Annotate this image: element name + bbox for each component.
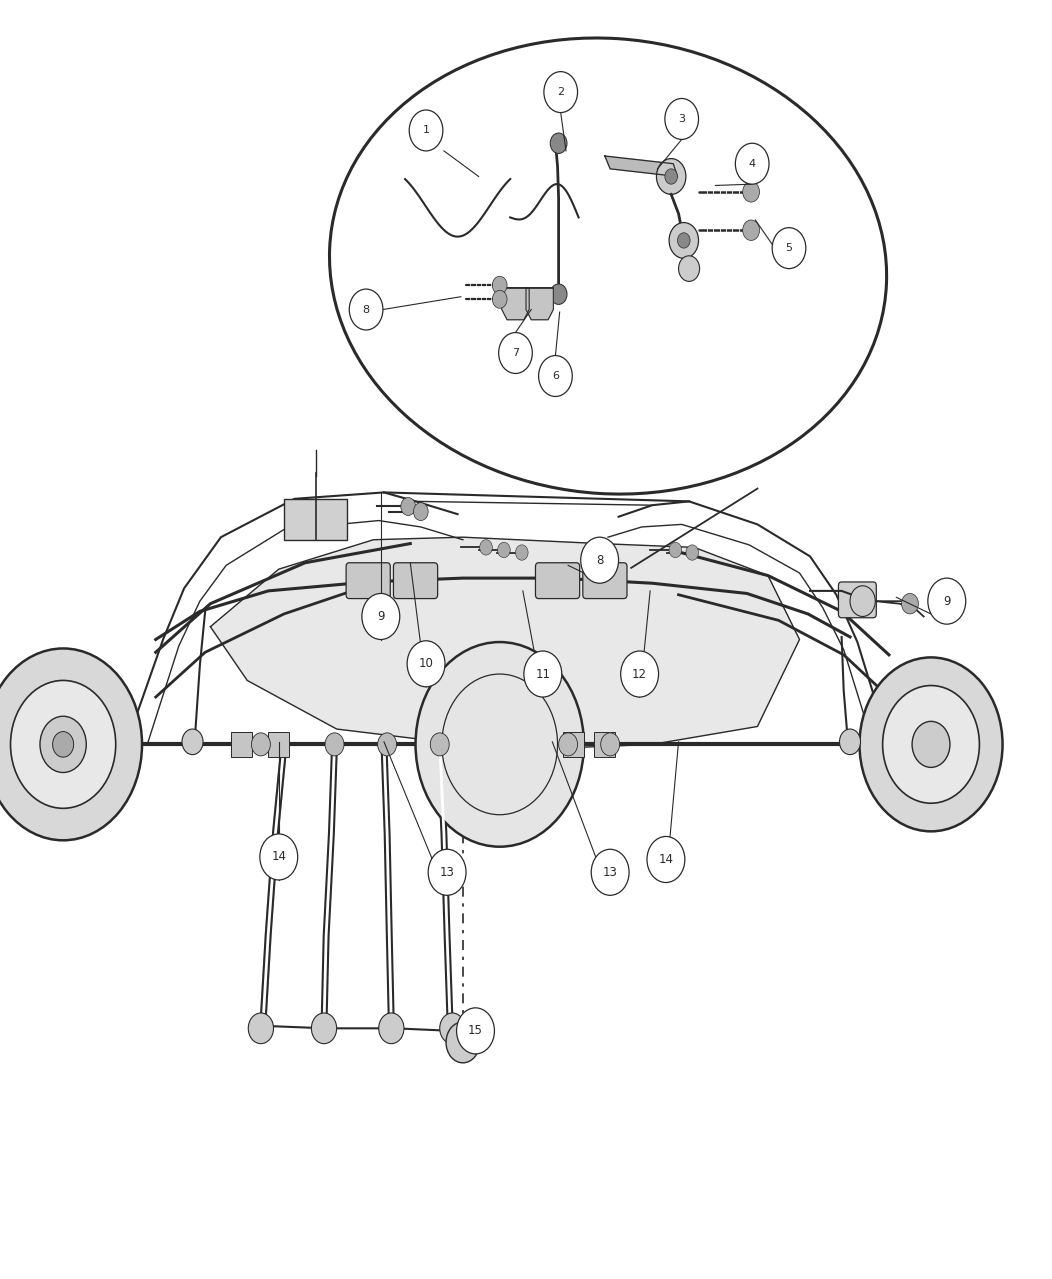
Circle shape <box>524 651 562 697</box>
Circle shape <box>743 220 760 240</box>
Text: 1: 1 <box>423 125 429 136</box>
Circle shape <box>912 721 950 767</box>
Circle shape <box>401 498 416 515</box>
Ellipse shape <box>329 38 887 494</box>
FancyBboxPatch shape <box>838 582 876 618</box>
Circle shape <box>498 542 510 558</box>
Text: 4: 4 <box>749 159 755 169</box>
Circle shape <box>416 642 584 847</box>
Circle shape <box>515 545 528 560</box>
Circle shape <box>772 228 806 269</box>
Bar <box>563 732 584 757</box>
Text: 14: 14 <box>271 851 286 863</box>
Polygon shape <box>605 156 677 177</box>
Circle shape <box>581 537 619 583</box>
FancyBboxPatch shape <box>583 563 627 599</box>
Circle shape <box>440 1013 465 1044</box>
Text: 8: 8 <box>595 554 604 567</box>
Text: 15: 15 <box>468 1024 483 1037</box>
Text: 12: 12 <box>632 668 647 680</box>
Polygon shape <box>526 288 553 320</box>
FancyBboxPatch shape <box>393 563 438 599</box>
Circle shape <box>559 733 578 756</box>
Circle shape <box>457 1008 494 1054</box>
Circle shape <box>550 284 567 304</box>
Circle shape <box>859 657 1003 831</box>
Circle shape <box>669 542 682 558</box>
Circle shape <box>446 1022 480 1063</box>
Text: 7: 7 <box>512 348 519 358</box>
Circle shape <box>40 716 86 773</box>
Circle shape <box>492 290 507 308</box>
Circle shape <box>539 356 572 396</box>
Circle shape <box>679 256 700 281</box>
Circle shape <box>686 545 699 560</box>
Circle shape <box>665 169 677 184</box>
Circle shape <box>492 276 507 294</box>
Circle shape <box>850 586 875 616</box>
Text: 2: 2 <box>558 87 564 97</box>
Circle shape <box>591 849 629 895</box>
Circle shape <box>378 733 397 756</box>
Text: 6: 6 <box>552 371 559 381</box>
Bar <box>231 732 252 757</box>
Text: 13: 13 <box>440 866 454 879</box>
Circle shape <box>182 729 203 755</box>
Circle shape <box>656 159 686 194</box>
Circle shape <box>550 133 567 153</box>
Circle shape <box>499 333 532 373</box>
Circle shape <box>677 233 690 248</box>
Circle shape <box>362 593 400 640</box>
Circle shape <box>251 733 270 756</box>
Text: 3: 3 <box>679 114 685 124</box>
Circle shape <box>647 836 685 883</box>
Circle shape <box>621 651 659 697</box>
Circle shape <box>260 834 298 880</box>
Text: 8: 8 <box>363 304 369 315</box>
Polygon shape <box>502 288 529 320</box>
Circle shape <box>743 182 760 202</box>
Circle shape <box>544 72 578 113</box>
Text: 14: 14 <box>659 853 673 866</box>
Text: 10: 10 <box>419 657 433 670</box>
Text: 13: 13 <box>603 866 618 879</box>
Polygon shape <box>210 537 800 748</box>
Text: 11: 11 <box>535 668 550 680</box>
Circle shape <box>53 732 74 757</box>
Circle shape <box>311 1013 337 1044</box>
Circle shape <box>735 143 769 184</box>
Circle shape <box>928 578 966 624</box>
Text: 5: 5 <box>786 243 792 253</box>
FancyBboxPatch shape <box>346 563 390 599</box>
FancyBboxPatch shape <box>535 563 580 599</box>
Bar <box>284 499 347 540</box>
Text: 9: 9 <box>377 610 385 623</box>
Circle shape <box>325 733 344 756</box>
Text: 9: 9 <box>943 595 951 608</box>
Circle shape <box>669 223 699 258</box>
Circle shape <box>883 686 979 803</box>
Circle shape <box>902 593 918 614</box>
Circle shape <box>839 729 861 755</box>
Circle shape <box>379 1013 404 1044</box>
Circle shape <box>409 110 443 151</box>
Circle shape <box>428 849 466 895</box>
Circle shape <box>248 1013 274 1044</box>
Bar <box>268 732 289 757</box>
Circle shape <box>413 503 428 521</box>
Circle shape <box>430 733 449 756</box>
Circle shape <box>0 648 142 840</box>
Bar <box>594 732 615 757</box>
Circle shape <box>407 641 445 687</box>
Wedge shape <box>45 703 114 785</box>
Circle shape <box>601 733 620 756</box>
Circle shape <box>349 289 383 330</box>
Circle shape <box>11 680 116 808</box>
Circle shape <box>665 98 699 139</box>
Circle shape <box>480 540 492 555</box>
